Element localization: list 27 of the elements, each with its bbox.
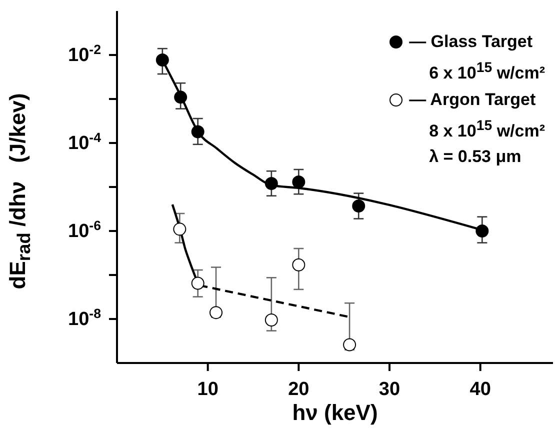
- y-tick-label: 10$^{-4}$: [68, 130, 102, 154]
- point: [174, 90, 188, 104]
- point: [352, 200, 366, 212]
- x-tick-label: 40: [470, 379, 491, 400]
- point: [191, 276, 204, 290]
- y-tick-label: 10$^{-8}$: [68, 306, 101, 330]
- annotation: 6 x 10$^{15}$ w/cm²: [428, 59, 545, 85]
- point: [191, 125, 204, 138]
- x-tick-label: 20: [288, 379, 310, 400]
- point: [264, 177, 278, 190]
- point: [343, 338, 356, 352]
- legend-label: — Glass Target: [409, 31, 533, 53]
- x-tick-label: 10: [197, 379, 218, 400]
- point: [173, 222, 186, 236]
- point: [210, 306, 223, 320]
- legend-label: — Argon Target: [409, 88, 536, 111]
- x-tick-label: 30: [378, 379, 400, 400]
- annotation: 8 x 10$^{15}$ w/cm²: [428, 116, 545, 142]
- point: [292, 175, 306, 188]
- y-tick-label: 10$^{-6}$: [68, 218, 101, 242]
- annotation: λ = 0.53 μm: [428, 146, 522, 168]
- y-tick-label: 10$^{-2}$: [68, 42, 101, 66]
- point: [264, 313, 278, 326]
- point: [292, 258, 306, 272]
- x-axis-title: hν (keV): [291, 400, 379, 426]
- point: [476, 224, 489, 238]
- point: [156, 53, 169, 66]
